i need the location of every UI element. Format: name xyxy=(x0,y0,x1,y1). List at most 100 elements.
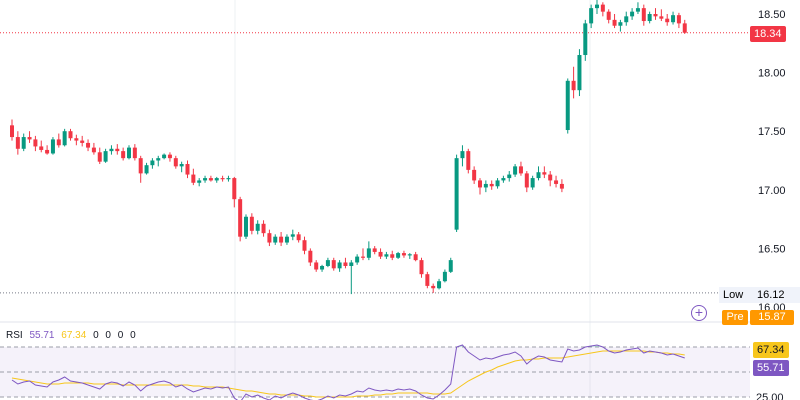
candle-body xyxy=(618,22,623,26)
candle xyxy=(74,134,79,146)
candle xyxy=(472,166,477,184)
candle xyxy=(641,4,646,26)
candle xyxy=(659,9,664,22)
candle-body xyxy=(419,260,424,275)
candle-body xyxy=(208,178,213,181)
candle xyxy=(565,78,570,134)
candle-body xyxy=(156,158,161,161)
candle xyxy=(524,171,529,193)
candle-body xyxy=(413,254,418,261)
candle-body xyxy=(513,166,518,175)
rsi-line xyxy=(11,344,685,400)
candle-body xyxy=(10,125,14,138)
candle xyxy=(489,180,494,190)
candle-body xyxy=(489,183,494,187)
candle-body xyxy=(478,180,482,188)
candle xyxy=(635,2,640,14)
candle xyxy=(618,19,623,32)
candle-body xyxy=(203,178,208,181)
candle-body xyxy=(548,174,553,181)
candle xyxy=(600,2,605,17)
candle xyxy=(244,214,248,240)
candle-body xyxy=(91,147,96,153)
candle xyxy=(507,171,512,182)
candle xyxy=(595,0,599,14)
candle-body xyxy=(442,271,447,282)
candle xyxy=(665,14,670,26)
candle xyxy=(144,162,149,175)
candle-body xyxy=(671,15,676,23)
candle xyxy=(676,12,681,29)
candle-body xyxy=(150,160,155,166)
candle xyxy=(390,250,395,261)
candle-body xyxy=(407,254,412,256)
price-tick-label: 16.50 xyxy=(758,243,786,255)
candle xyxy=(197,178,202,187)
candle-body xyxy=(109,148,114,152)
candle-body xyxy=(589,8,594,24)
candle-body xyxy=(483,183,488,188)
candle-body xyxy=(401,253,406,256)
candle-body xyxy=(173,158,178,167)
candle xyxy=(91,142,96,155)
candle-body xyxy=(571,80,576,91)
candle-body xyxy=(641,8,646,22)
candle-body xyxy=(542,172,547,175)
candle-body xyxy=(366,248,371,258)
candle-body xyxy=(179,164,184,167)
rsi-ma-value: 67.34 xyxy=(61,330,87,341)
candle xyxy=(384,251,389,259)
pre-value: 15.87 xyxy=(750,310,794,325)
candle-body xyxy=(267,233,272,243)
candle-body xyxy=(606,11,611,20)
candle xyxy=(273,234,278,245)
candle-body xyxy=(355,256,360,263)
candle xyxy=(10,119,14,141)
candle-body xyxy=(314,262,319,270)
candle xyxy=(589,4,594,29)
candle xyxy=(232,176,237,208)
candle-body xyxy=(583,23,588,56)
candle-body xyxy=(308,250,313,263)
candle xyxy=(518,161,523,176)
candle xyxy=(267,229,272,247)
candle xyxy=(606,9,611,24)
candle xyxy=(226,175,231,182)
candle-series xyxy=(10,0,687,295)
candle-body xyxy=(635,8,640,12)
candle xyxy=(56,133,61,148)
candle-body xyxy=(74,138,79,141)
candle-body xyxy=(659,16,664,19)
candle xyxy=(343,257,348,269)
candle-body xyxy=(530,178,535,188)
candle-body xyxy=(320,265,325,270)
candle xyxy=(302,236,307,255)
candle-body xyxy=(80,140,85,143)
candle-body xyxy=(127,147,131,159)
rsi-value-badge: 55.71 xyxy=(753,360,789,376)
add-plus-icon[interactable]: + xyxy=(691,305,707,321)
candle-body xyxy=(15,137,20,149)
candle-body xyxy=(630,11,635,17)
candle xyxy=(530,175,535,190)
candle xyxy=(671,11,676,25)
candle-body xyxy=(378,251,383,257)
candle xyxy=(80,135,85,147)
candle xyxy=(460,145,465,167)
candle xyxy=(132,144,137,161)
candle xyxy=(255,220,260,235)
candle xyxy=(548,171,553,187)
candle-body xyxy=(554,180,559,184)
candle-body xyxy=(214,178,219,181)
candle xyxy=(577,49,582,97)
candle xyxy=(103,148,108,163)
candle xyxy=(15,131,20,155)
candle-body xyxy=(682,23,687,33)
candle-body xyxy=(559,183,564,189)
candle-body xyxy=(331,260,336,269)
price-tick-label: 17.00 xyxy=(758,185,786,197)
candle-body xyxy=(103,151,108,162)
candle xyxy=(179,161,184,173)
candle xyxy=(483,180,488,193)
